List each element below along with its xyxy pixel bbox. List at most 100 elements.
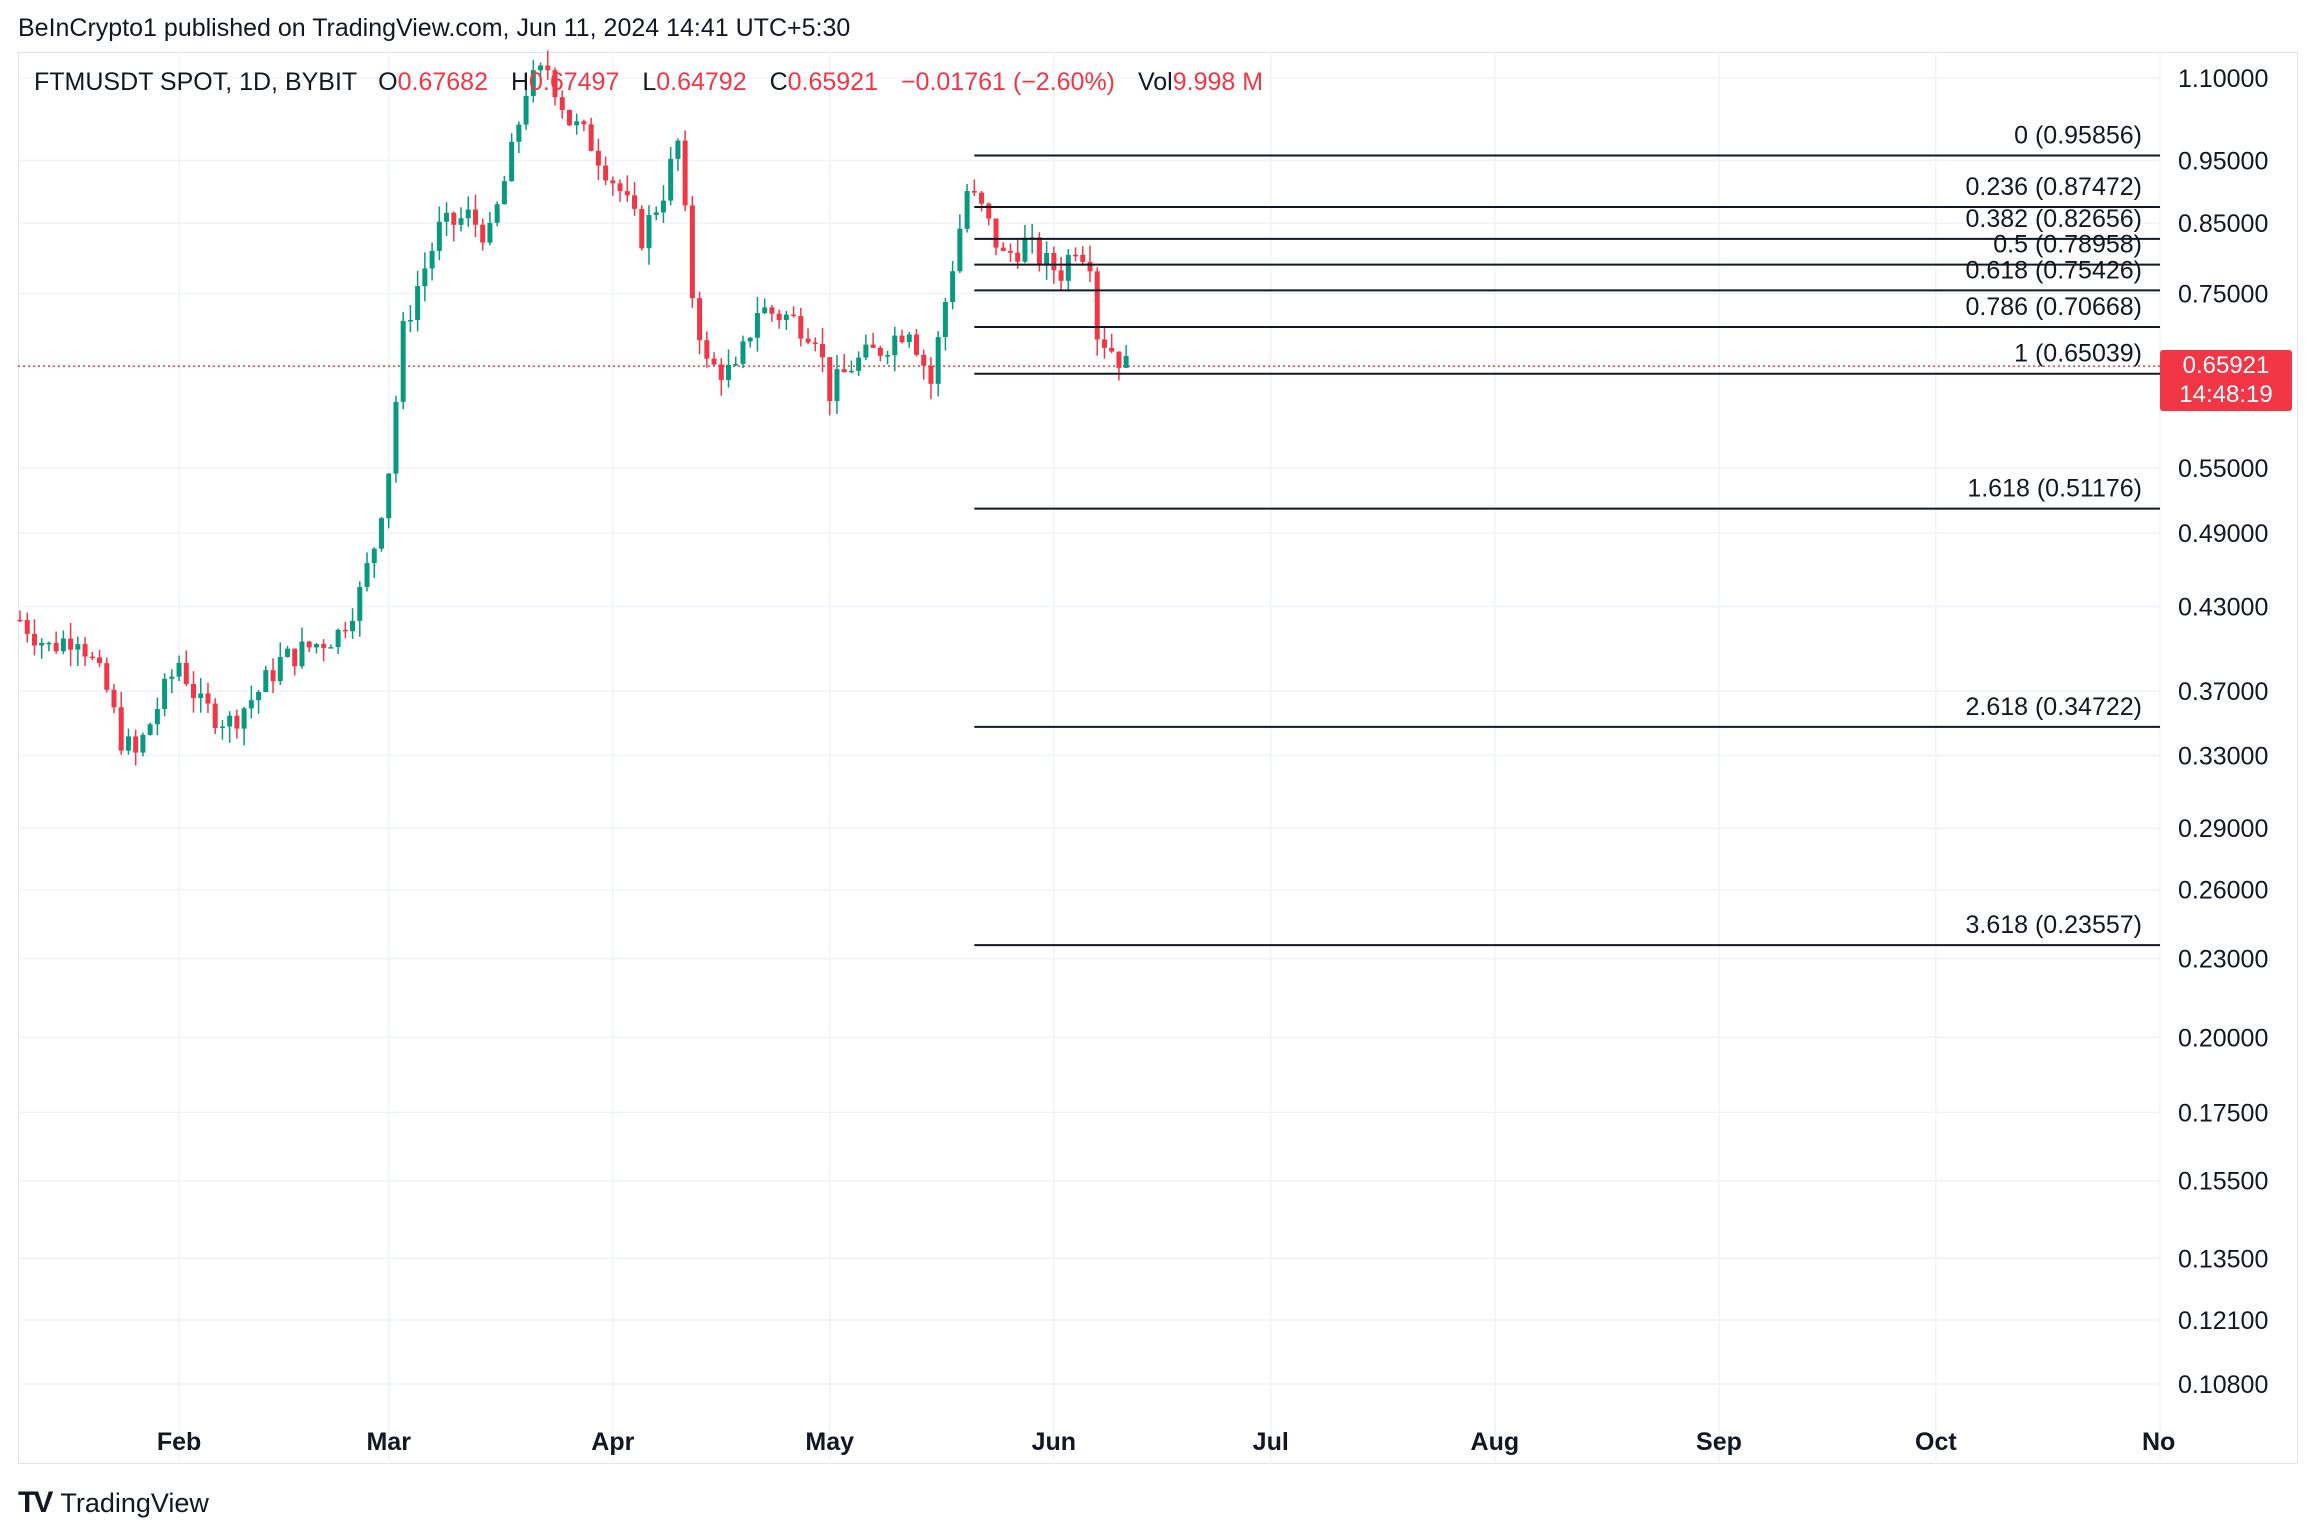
fib-level-label: 0.382 (0.82656) [1965, 205, 2142, 233]
candle-body [653, 212, 659, 216]
candle-body [769, 307, 775, 314]
candle-body [415, 286, 421, 320]
candle-body [169, 676, 175, 679]
candle-body [191, 683, 197, 699]
candle-body [552, 70, 558, 98]
candle-body [68, 638, 74, 650]
candle-body [393, 401, 399, 474]
candle-body [971, 191, 977, 193]
candle-body [321, 644, 327, 648]
candle-body [820, 344, 825, 358]
candle-body [632, 195, 638, 209]
candle-body [1000, 247, 1006, 251]
candle-body [501, 181, 507, 205]
candle-body [885, 355, 891, 357]
candle-body [639, 208, 645, 249]
candle-body [111, 689, 117, 708]
y-tick-label: 0.55000 [2178, 455, 2268, 483]
candle-body [834, 369, 840, 402]
candle-body [277, 656, 283, 682]
candle-body [444, 212, 450, 222]
candle-body [1080, 254, 1086, 262]
candle-body [762, 307, 768, 314]
x-tick-label: Apr [591, 1428, 634, 1456]
fib-level-label: 3.618 (0.23557) [1965, 911, 2142, 939]
candle-body [17, 619, 23, 622]
x-axis[interactable]: Feb Mar Apr May Jun Jul Aug Sep Oct No [157, 1428, 2176, 1456]
candle-body [480, 224, 486, 243]
candle-body [545, 65, 551, 71]
y-tick-label: 0.75000 [2178, 281, 2268, 309]
candle-body [1022, 237, 1028, 262]
candle-body [400, 321, 406, 402]
candle-body [1116, 351, 1122, 368]
candle-body [516, 124, 522, 142]
candle-body [906, 334, 912, 343]
candle-body [299, 641, 305, 667]
candle-body [538, 65, 544, 71]
fib-level-label: 1 (0.65039) [2014, 340, 2142, 368]
candle-body [935, 337, 941, 384]
candle-body [60, 638, 66, 652]
candle-body [913, 334, 919, 355]
close-label: C [769, 68, 788, 96]
candle-body [494, 204, 500, 223]
candle-body [595, 150, 601, 166]
fib-level-label: 0.618 (0.75426) [1965, 256, 2142, 284]
y-tick-label: 0.20000 [2178, 1024, 2268, 1052]
y-axis[interactable]: 1.10000 0.95000 0.85000 0.75000 0.55000 0.490… [2178, 65, 2268, 1399]
candle-body [205, 693, 211, 704]
candle-body [856, 357, 862, 371]
candle-body [472, 209, 478, 225]
candle-body [682, 140, 688, 206]
candle-body [140, 734, 146, 753]
candle-body [798, 315, 804, 339]
candle-body [313, 644, 319, 648]
candle-body [668, 158, 674, 201]
candle-body [726, 364, 732, 380]
x-tick-label: No [2142, 1428, 2175, 1456]
candle-body [198, 693, 204, 699]
fib-retracement[interactable]: 0 (0.95856) 0.236 (0.87472) 0.382 (0.82656… [974, 121, 2160, 947]
candle-body [928, 365, 934, 384]
x-tick-label: Mar [366, 1428, 411, 1456]
x-tick-label: Aug [1471, 1428, 1520, 1456]
candle-body [386, 473, 392, 519]
candle-body [1015, 252, 1021, 262]
candle-body [407, 319, 413, 322]
x-tick-label: May [805, 1428, 854, 1456]
candle-body [993, 218, 999, 248]
last-price-badge: 0.65921 14:48:19 [2160, 350, 2292, 411]
candle-body [1109, 347, 1115, 352]
candle-body [248, 700, 254, 709]
grid-lines [18, 52, 2161, 1464]
candle-body [986, 203, 992, 219]
y-tick-label: 0.13500 [2178, 1245, 2268, 1273]
candle-body [292, 648, 298, 667]
candle-body [1044, 252, 1050, 265]
candle-body [364, 563, 370, 587]
tradingview-brand[interactable]: TV TradingView [18, 1486, 209, 1520]
y-tick-label: 0.15500 [2178, 1168, 2268, 1196]
candle-body [241, 708, 247, 729]
brand-name: TradingView [60, 1487, 209, 1518]
y-tick-label: 0.17500 [2178, 1099, 2268, 1127]
candlestick-series [17, 50, 1129, 766]
candle-body [147, 724, 153, 735]
candle-body [1073, 254, 1079, 257]
candle-body [46, 642, 52, 645]
x-tick-label: Feb [157, 1428, 201, 1456]
y-tick-label: 0.43000 [2178, 594, 2268, 622]
x-tick-label: Jul [1253, 1428, 1289, 1456]
candle-body [733, 363, 739, 366]
fib-level-label: 0.786 (0.70668) [1965, 293, 2142, 321]
candle-body [812, 342, 818, 345]
candle-body [877, 347, 883, 356]
change-value: −0.01761 (−2.60%) [900, 68, 1116, 96]
y-tick-label: 0.10800 [2178, 1371, 2268, 1399]
candle-body [921, 354, 927, 366]
candle-body [675, 140, 681, 159]
candle-body [357, 586, 363, 621]
low-label: L [642, 68, 657, 96]
